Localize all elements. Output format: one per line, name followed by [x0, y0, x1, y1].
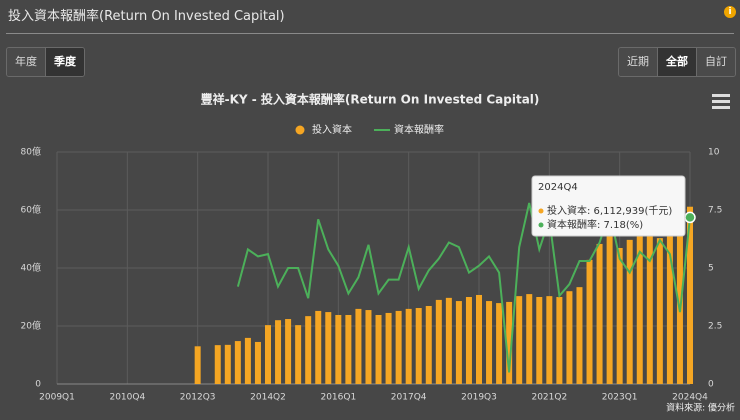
- y2-tick-label: 10: [708, 148, 720, 158]
- bar: [506, 301, 513, 384]
- legend-label: 投入資本: [312, 123, 352, 136]
- y2-tick-label: 7.5: [708, 206, 722, 216]
- bar: [415, 308, 422, 384]
- bar: [687, 206, 693, 384]
- bar: [566, 291, 573, 384]
- bar: [375, 314, 382, 384]
- bar: [486, 301, 493, 384]
- bar: [576, 287, 583, 384]
- y-tick-label: 20億: [21, 320, 41, 332]
- bar: [345, 314, 352, 384]
- bar: [445, 297, 452, 384]
- x-tick-label: 2014Q2: [250, 393, 286, 403]
- bar: [536, 297, 543, 384]
- bar: [465, 297, 472, 384]
- y2-tick-label: 2.5: [708, 322, 722, 332]
- bar: [285, 319, 292, 384]
- bar: [214, 345, 221, 384]
- legend-label: 資本報酬率: [394, 123, 444, 136]
- bar: [395, 310, 402, 384]
- bar: [656, 238, 663, 384]
- y-tick-label: 0: [35, 380, 41, 390]
- range-toggle: 近期 全部 自訂: [618, 47, 736, 77]
- bar: [325, 312, 332, 384]
- bar: [586, 259, 593, 384]
- bar: [234, 341, 241, 384]
- x-tick-label: 2016Q1: [320, 393, 356, 403]
- bar: [676, 221, 683, 384]
- y2-tick-label: 5: [708, 264, 714, 274]
- divider: [6, 33, 734, 34]
- bar: [335, 314, 342, 384]
- toggle-button[interactable]: 季度: [46, 48, 84, 76]
- bar: [405, 308, 412, 384]
- chart-title: 豐祥-KY - 投入資本報酬率(Return On Invested Capit…: [201, 92, 540, 107]
- bar: [596, 243, 603, 384]
- y-tick-label: 80億: [21, 146, 41, 158]
- bar: [646, 230, 653, 384]
- tooltip: 2024Q4 投入資本: 6,112,939(千元)資本報酬率: 7.18(%): [531, 175, 686, 237]
- info-icon[interactable]: i: [724, 6, 736, 18]
- bar: [496, 303, 503, 384]
- bar: [305, 316, 312, 384]
- toggle-button[interactable]: 近期: [619, 48, 658, 76]
- x-tick-label: 2024Q4: [672, 393, 708, 403]
- bar: [275, 320, 282, 384]
- bar: [194, 346, 201, 384]
- tooltip-dot: [538, 222, 544, 228]
- bar: [666, 225, 673, 384]
- source: 資料來源: 優分析: [666, 402, 735, 414]
- bar: [425, 305, 432, 384]
- x-tick-label: 2009Q1: [39, 393, 75, 403]
- tooltip-line: 投入資本: 6,112,939(千元): [547, 204, 672, 217]
- bar: [626, 239, 633, 384]
- bar: [224, 344, 231, 384]
- bar: [254, 341, 261, 384]
- x-tick-label: 2017Q4: [391, 393, 427, 403]
- bar: [606, 234, 613, 384]
- x-tick-label: 2019Q3: [461, 393, 497, 403]
- bar: [365, 310, 372, 384]
- bar: [295, 325, 302, 384]
- y-tick-label: 60億: [21, 204, 41, 216]
- bar: [455, 301, 462, 384]
- bar: [385, 312, 392, 384]
- x-tick-label: 2023Q1: [602, 393, 638, 403]
- bar: [435, 299, 442, 384]
- bar: [355, 308, 362, 384]
- tooltip-title: 2024Q4: [538, 182, 578, 193]
- toggle-button[interactable]: 自訂: [697, 48, 735, 76]
- tooltip-line: 資本報酬率: 7.18(%): [547, 218, 643, 231]
- x-tick-label: 2010Q4: [109, 393, 145, 403]
- toggle-button[interactable]: 年度: [7, 48, 46, 76]
- period-toggle: 年度 季度: [6, 47, 85, 77]
- bar: [476, 294, 482, 384]
- tooltip-box: [531, 175, 686, 237]
- bar: [265, 325, 271, 384]
- menu-icon[interactable]: [712, 94, 730, 109]
- bar: [616, 247, 623, 384]
- tooltip-dot: [538, 208, 544, 214]
- legend-swatch: [295, 125, 305, 135]
- bar: [516, 296, 523, 384]
- x-tick-label: 2012Q3: [180, 393, 216, 403]
- bar: [556, 297, 563, 384]
- bar: [244, 337, 251, 384]
- toggle-button[interactable]: 全部: [658, 48, 697, 76]
- y-tick-label: 40億: [21, 262, 41, 274]
- bar: [636, 232, 643, 384]
- bar: [526, 294, 533, 384]
- y2-tick-label: 0: [708, 380, 714, 390]
- x-tick-label: 2021Q2: [531, 393, 567, 403]
- header-title: 投入資本報酬率(Return On Invested Capital): [8, 9, 285, 24]
- hover-point: [684, 211, 696, 224]
- bar: [546, 296, 553, 384]
- bar: [315, 310, 322, 384]
